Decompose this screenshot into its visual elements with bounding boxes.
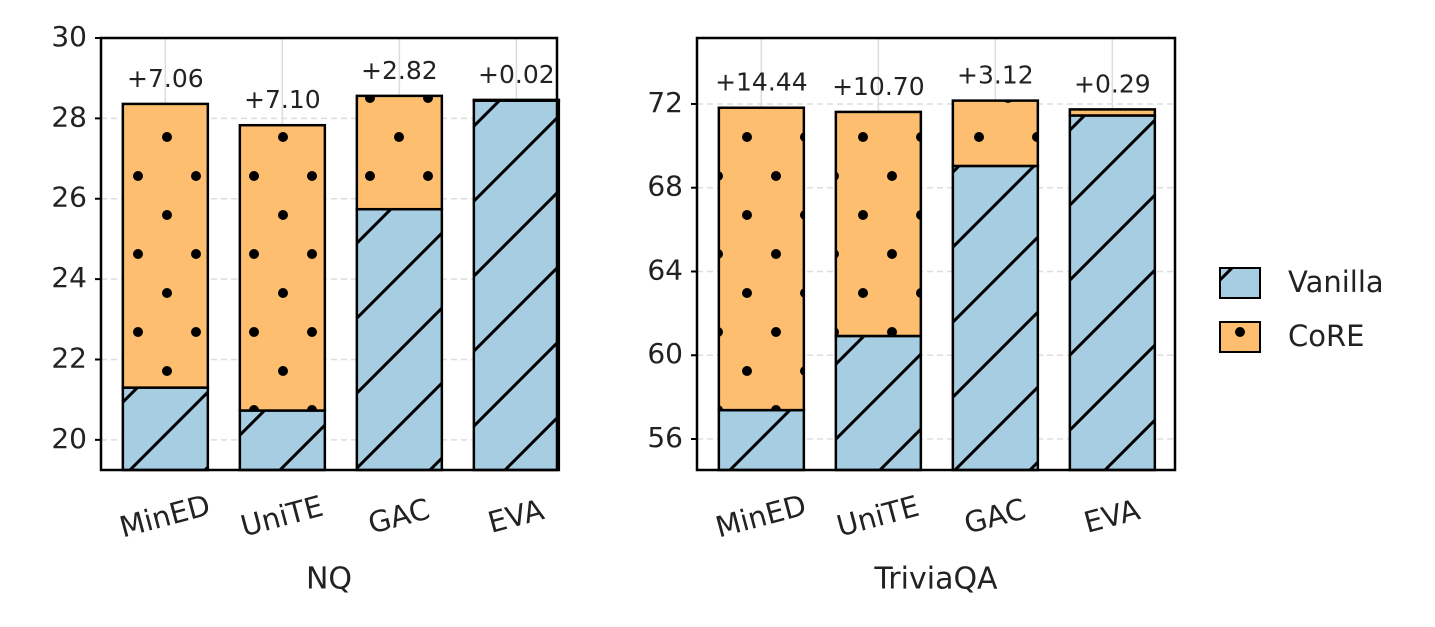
bar [355,207,444,472]
y-tick-label: 72 [647,86,683,119]
value-label: +14.44 [715,68,808,97]
value-label: +0.29 [1074,69,1151,98]
value-label: +0.02 [478,60,555,89]
bar [238,409,327,472]
value-label: +7.10 [244,85,321,114]
legend-label: Vanilla [1288,265,1384,299]
bar [472,99,561,472]
plot-frame [695,36,1177,472]
y-tick-label: 60 [647,337,683,370]
bar [717,408,806,472]
legend-swatch [1219,321,1261,353]
y-tick-label: 28 [51,100,87,133]
bar [472,98,561,102]
y-tick-label: 26 [51,181,87,214]
legend-swatch [1219,267,1261,299]
bar [121,102,210,389]
x-axis-label: TriviaQA [873,562,998,597]
y-tick-label: 24 [51,261,87,294]
value-label: +7.06 [127,64,204,93]
x-tick-label: EVA [484,492,547,539]
x-tick-label: UniTE [833,489,923,544]
bar [121,386,210,472]
y-tick-label: 30 [51,20,87,53]
x-tick-label: UniTE [237,489,327,544]
bar [1068,108,1157,117]
y-tick-label: 22 [51,341,87,374]
x-tick-label: GAC [364,492,433,541]
x-tick-label: MinED [712,488,810,545]
bar [1068,114,1157,472]
value-label: +2.82 [361,56,438,85]
value-label: +3.12 [957,61,1034,90]
legend-label: CoRE [1288,319,1364,353]
value-label: +10.70 [832,72,925,101]
y-tick-label: 68 [647,170,683,203]
bar [951,99,1040,168]
x-tick-label: EVA [1080,492,1143,539]
y-tick-label: 56 [647,421,683,454]
x-axis-label: NQ [306,562,352,597]
bar [717,106,806,412]
bar [355,94,444,211]
x-tick-label: MinED [116,488,214,545]
bar [834,334,923,472]
x-tick-label: GAC [960,492,1029,541]
bar [951,164,1040,472]
bar [238,123,327,412]
y-tick-label: 64 [647,253,683,286]
bar [834,110,923,338]
y-tick-label: 20 [51,422,87,455]
plot-frame [99,36,559,472]
